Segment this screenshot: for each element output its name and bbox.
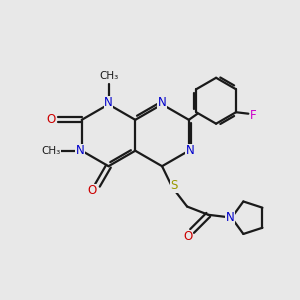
Text: F: F [250,109,257,122]
Text: N: N [226,211,234,224]
Text: CH₃: CH₃ [99,70,118,80]
Text: S: S [171,179,178,192]
Text: O: O [88,184,97,197]
Text: O: O [183,230,192,243]
Text: N: N [158,96,167,110]
Text: N: N [104,96,113,110]
Text: O: O [46,113,56,126]
Text: N: N [76,144,85,157]
Text: N: N [186,144,195,157]
Text: CH₃: CH₃ [41,146,60,156]
